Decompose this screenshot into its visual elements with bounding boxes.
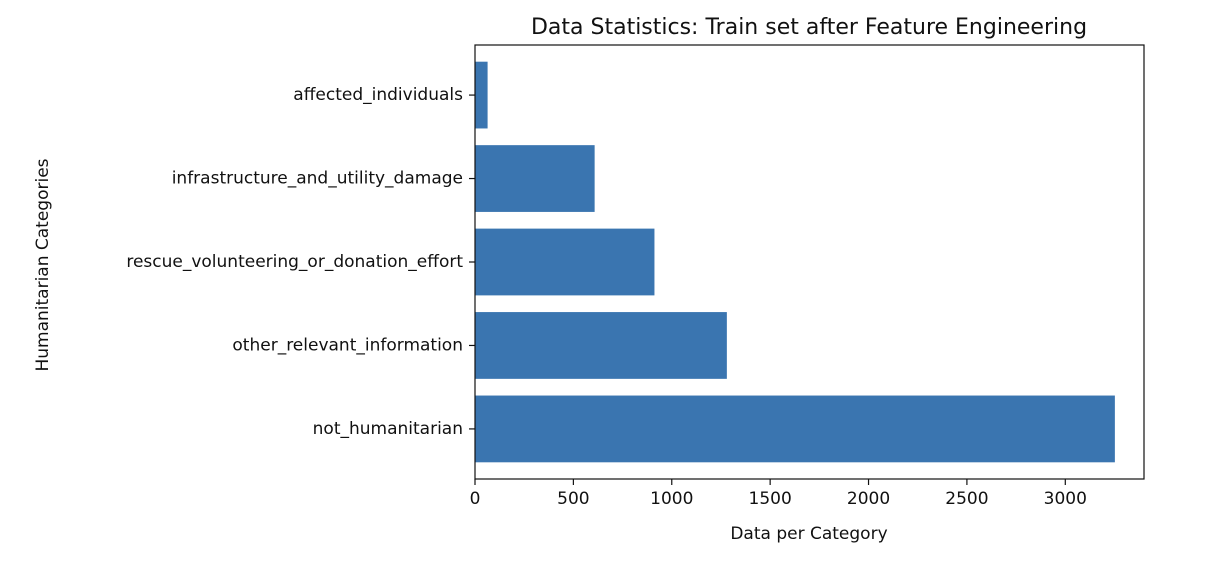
x-tick-label: 3000 [1044,489,1087,509]
y-ticks-group: not_humanitarian other_relevant_informati… [126,85,475,439]
bar-not-humanitarian [475,395,1115,463]
y-tick-label: infrastructure_and_utility_damage [172,169,463,189]
x-ticks-group: 0 500 1000 1500 2000 2500 3000 [470,479,1087,509]
y-tick-label: rescue_volunteering_or_donation_effort [126,252,463,272]
x-tick-label: 0 [470,489,481,509]
bar-infrastructure-and-utility-damage [475,145,595,212]
x-tick-label: 2000 [847,489,890,509]
x-tick-label: 1000 [650,489,693,509]
bars-group [475,61,1115,463]
y-tick-label: other_relevant_information [232,335,463,355]
chart-title: Data Statistics: Train set after Feature… [531,15,1087,40]
y-tick-label: not_humanitarian [313,419,463,439]
plot-frame [474,44,1145,480]
y-tick-label: affected_individuals [293,85,463,105]
bar-rescue-volunteering-or-donation-effort [475,228,655,296]
x-axis-label: Data per Category [730,524,887,544]
bar-affected-individuals [475,61,488,129]
y-axis-label: Humanitarian Categories [33,158,53,371]
x-tick-label: 500 [557,489,589,509]
x-tick-label: 1500 [749,489,792,509]
bar-other-relevant-information [475,312,727,379]
x-tick-label: 2500 [945,489,988,509]
